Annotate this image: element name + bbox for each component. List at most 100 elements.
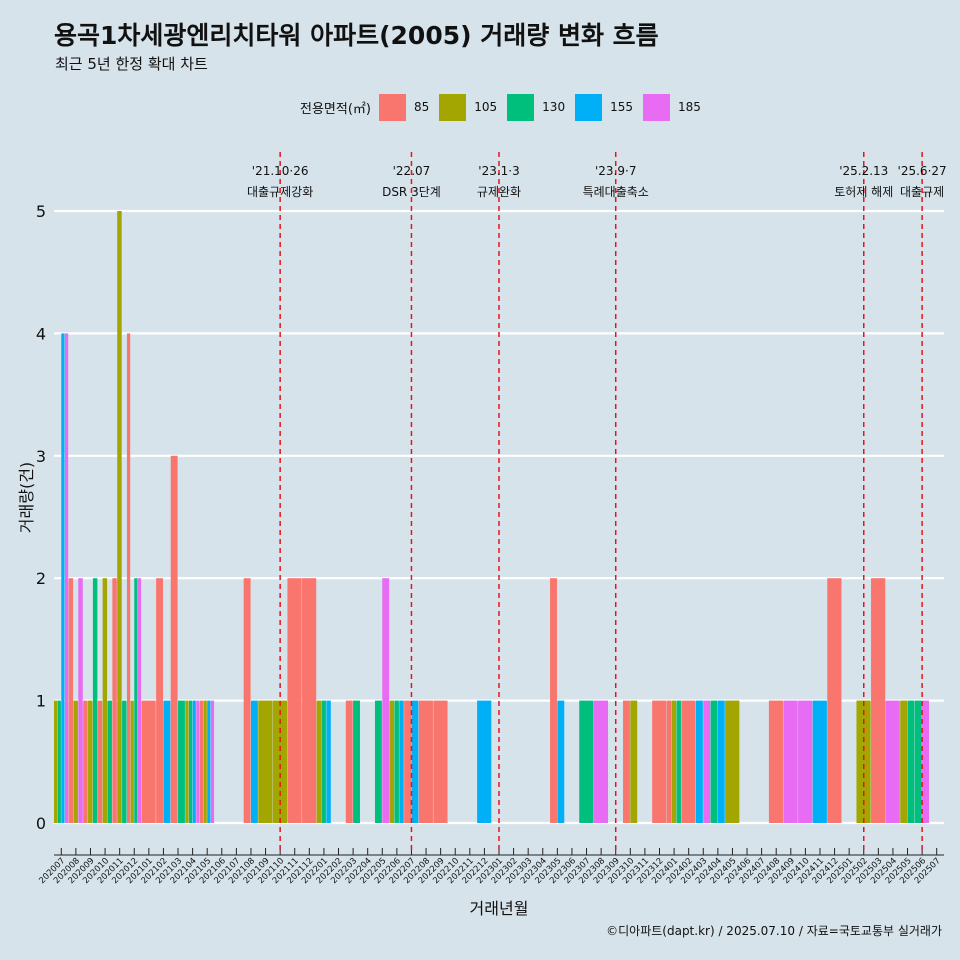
bar-202503-85 <box>871 578 886 823</box>
bar-202007-105 <box>54 700 58 823</box>
bar-202212-155 <box>477 700 492 823</box>
bar-202009-85 <box>83 700 88 823</box>
y-tick-label: 0 <box>36 814 46 833</box>
bar-202203-85 <box>345 700 353 823</box>
bar-202010-130 <box>107 700 112 823</box>
bar-202007-185 <box>64 333 69 823</box>
bar-202103-85 <box>170 455 178 823</box>
legend-item-185: 185 <box>642 93 701 121</box>
event-date-label: '23.1·3 <box>478 164 519 178</box>
bar-202502-105 <box>856 700 871 823</box>
bar-202312-85 <box>652 700 667 823</box>
event-text-label: 대출규제 <box>900 185 944 199</box>
bar-202012-130 <box>134 578 138 823</box>
bar-202012-105 <box>130 700 134 823</box>
bar-202505-105 <box>900 700 908 823</box>
bar-202012-185 <box>137 578 142 823</box>
bar-202206-155 <box>399 700 404 823</box>
bar-202201-130 <box>321 700 326 823</box>
bar-202007-155 <box>61 333 65 823</box>
bar-202310-105 <box>630 700 638 823</box>
bar-202404-130 <box>710 700 718 823</box>
bar-202008-185 <box>78 578 83 823</box>
bar-202505-130 <box>907 700 915 823</box>
bar-202305-85 <box>550 578 557 823</box>
event-date-label: '22.07 <box>393 164 431 178</box>
bar-202404-155 <box>717 700 725 823</box>
y-tick-label: 4 <box>36 324 46 343</box>
bar-202206-130 <box>394 700 399 823</box>
legend-item-85: 85 <box>378 93 430 121</box>
bar-202012-85 <box>126 333 131 823</box>
y-tick-label: 2 <box>36 569 46 588</box>
legend-label-155: 155 <box>610 100 633 114</box>
bar-202207-155 <box>411 700 419 823</box>
bar-202008-85 <box>68 578 74 823</box>
event-text-label: 토허제 해제 <box>834 185 893 199</box>
event-text-label: 특례대출축소 <box>583 185 649 199</box>
bar-202007-130 <box>57 700 61 823</box>
bar-202203-130 <box>353 700 360 823</box>
x-axis-title: 거래년월 <box>470 899 529 918</box>
legend-label-85: 85 <box>413 100 430 114</box>
bar-202010-85 <box>97 700 103 823</box>
bar-202401-105 <box>671 700 677 823</box>
bar-202009-105 <box>88 700 93 823</box>
bar-202401-130 <box>676 700 681 823</box>
bar-202011-130 <box>122 700 127 823</box>
legend-label-105: 105 <box>474 100 498 114</box>
chart-title: 용곡1차세광엔리치타워 아파트(2005) 거래량 변화 흐름 <box>54 21 659 50</box>
bar-202205-185 <box>382 578 390 823</box>
event-date-label: '21.10·26 <box>252 164 309 178</box>
bar-202102-155 <box>163 700 171 823</box>
bar-202112-85 <box>302 578 317 823</box>
bar-202108-85 <box>243 578 251 823</box>
bar-202504-185 <box>885 700 900 823</box>
legend: 전용면적(㎡) 85 105 130 155 185 <box>300 93 711 121</box>
bar-202403-185 <box>703 700 711 823</box>
bar-202201-155 <box>326 700 331 823</box>
legend-item-130: 130 <box>507 93 565 121</box>
bar-202506-130 <box>914 700 922 823</box>
y-tick-label: 3 <box>36 447 46 466</box>
legend-item-155: 155 <box>575 93 633 121</box>
bar-202506-185 <box>922 700 930 823</box>
bar-202405-105 <box>725 700 740 823</box>
bar-202104-130 <box>188 700 193 823</box>
legend-key-155 <box>575 93 603 121</box>
bar-202208-85 <box>418 700 433 823</box>
bar-202206-105 <box>389 700 395 823</box>
bar-202111-85 <box>287 578 302 823</box>
bar-202008-105 <box>73 700 78 823</box>
bar-202308-185 <box>593 700 609 823</box>
bar-202205-130 <box>374 700 382 823</box>
bar-202410-185 <box>798 700 813 823</box>
bar-202409-185 <box>783 700 798 823</box>
bar-202104-185 <box>196 700 200 823</box>
source-caption: ©디아파트(dapt.kr) / 2025.07.10 / 자료=국토교통부 실… <box>606 924 942 938</box>
event-text-label: 대출규제강화 <box>247 185 313 199</box>
legend-key-105 <box>439 93 467 121</box>
bar-202105-85 <box>199 700 204 823</box>
legend-key-185 <box>642 93 670 121</box>
bar-202209-85 <box>433 700 448 823</box>
y-tick-label: 1 <box>36 692 46 711</box>
bar-202103-130 <box>178 700 185 823</box>
bar-202011-105 <box>117 211 122 823</box>
bar-202412-85 <box>827 578 842 823</box>
bar-202305-155 <box>557 700 565 823</box>
bar-202101-85 <box>141 700 156 823</box>
event-text-label: DSR 3단계 <box>382 185 441 199</box>
bar-202105-155 <box>207 700 211 823</box>
bar-202009-130 <box>92 578 98 823</box>
bar-202402-85 <box>681 700 696 823</box>
bar-202401-85 <box>666 700 672 823</box>
bar-202109-105 <box>258 700 273 823</box>
legend-key-130 <box>507 93 535 121</box>
y-tick-label: 5 <box>36 202 46 221</box>
bar-202201-105 <box>316 700 322 823</box>
bar-202104-155 <box>192 700 196 823</box>
bar-202011-85 <box>112 578 117 823</box>
bar-202104-105 <box>185 700 189 823</box>
